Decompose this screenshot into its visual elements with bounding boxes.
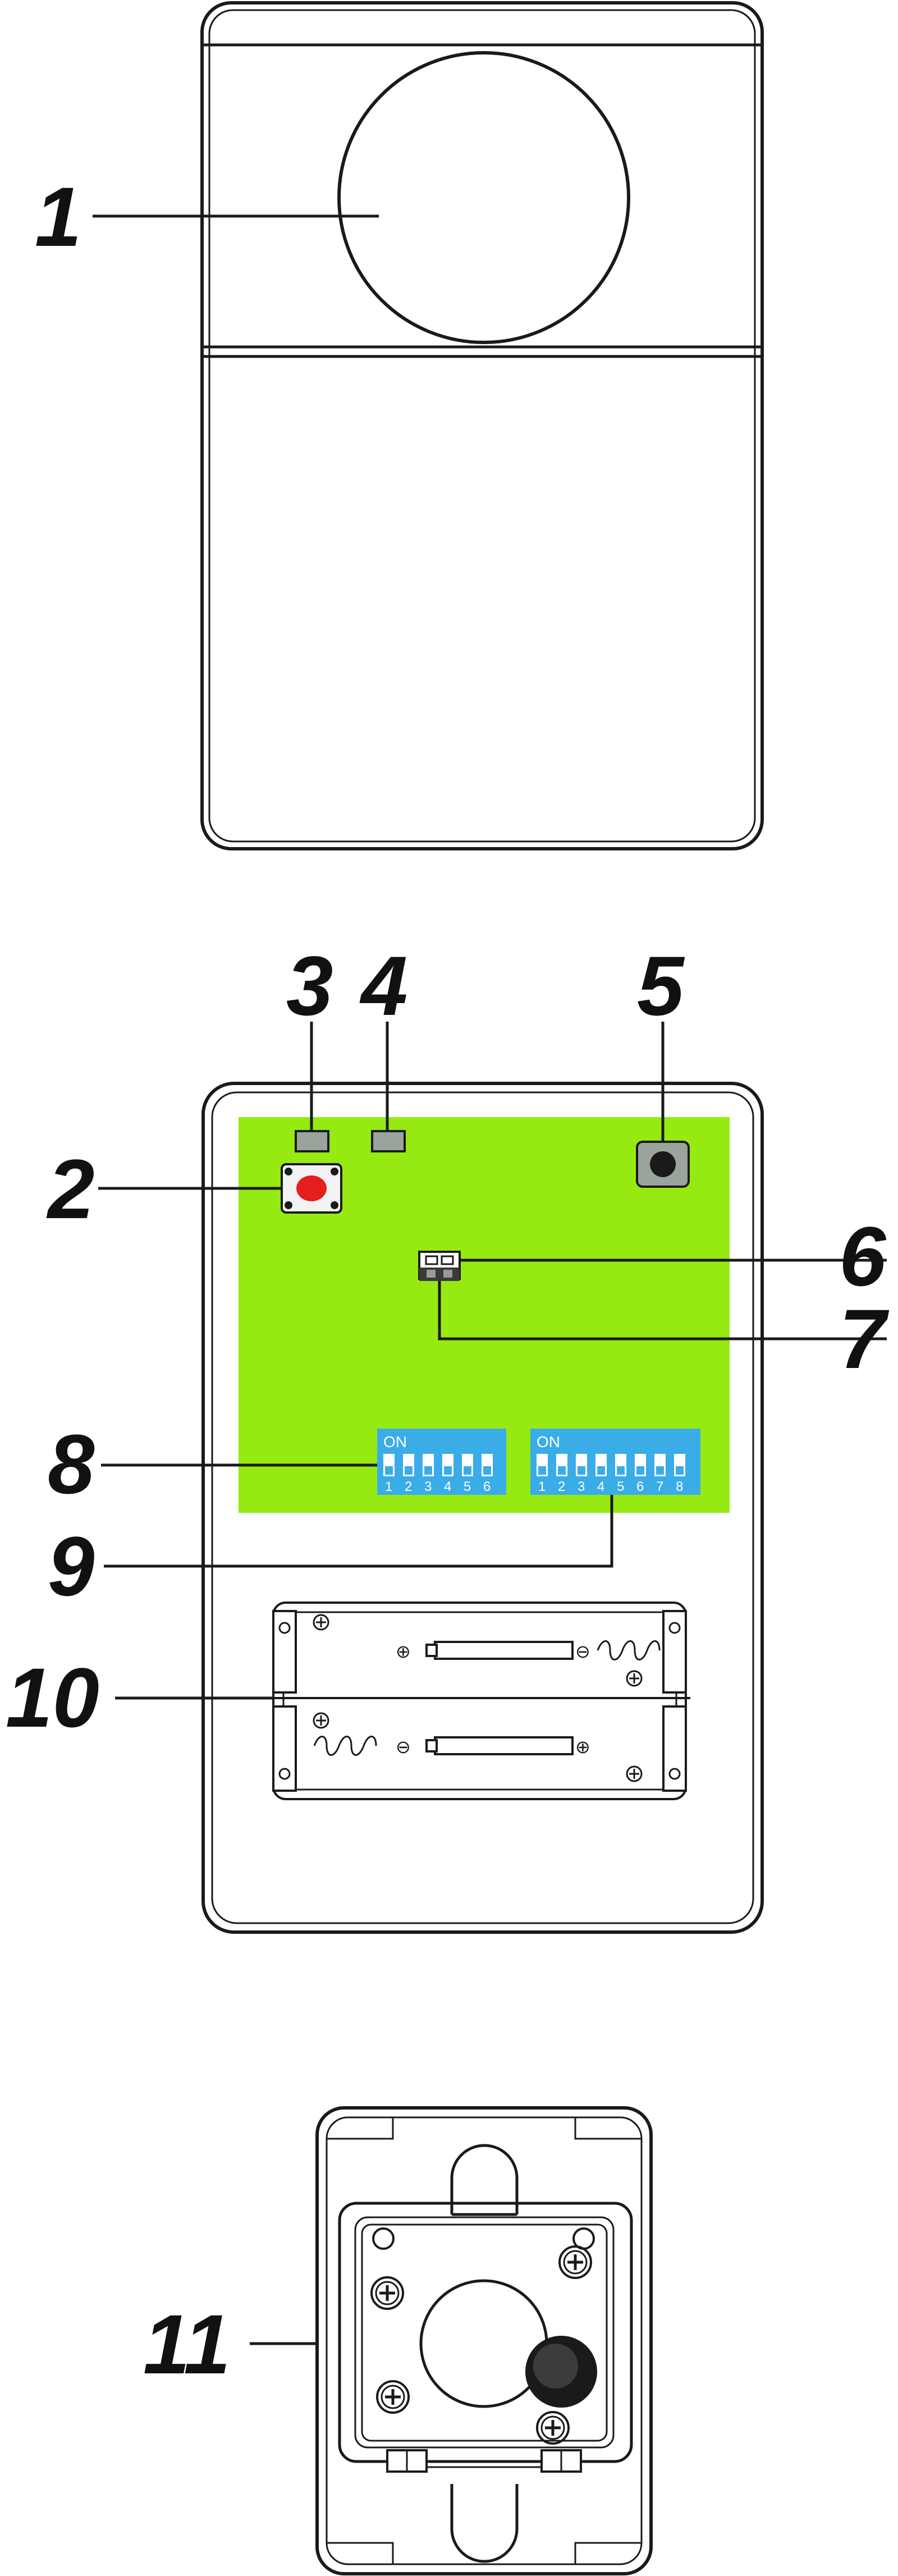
callout-9-leader [104, 1495, 613, 1568]
spring-bottom-left [313, 1736, 377, 1756]
callout-7: 7 [839, 1292, 890, 1386]
callout-2: 2 [46, 1142, 94, 1236]
bracket-inner [326, 2116, 643, 2565]
battery-holder [269, 1602, 690, 1800]
test-button [281, 1163, 342, 1214]
dip-knob-3 [578, 1466, 585, 1475]
dip-knob-8 [676, 1466, 684, 1475]
dip-knob-2 [558, 1466, 566, 1475]
dip-knob-6 [636, 1466, 644, 1475]
dip-knob-4 [597, 1466, 605, 1475]
dip-knob-6 [483, 1466, 491, 1475]
callout-7-leader [438, 1281, 887, 1340]
dip-knob-5 [617, 1466, 625, 1475]
dip-number-7: 7 [656, 1479, 663, 1494]
dip-number-1: 1 [538, 1479, 546, 1494]
dip-knob-5 [464, 1466, 471, 1475]
spring-top-right [597, 1640, 661, 1660]
callout-8: 8 [48, 1417, 95, 1511]
callout-6: 6 [839, 1209, 887, 1303]
callout-9: 9 [48, 1519, 94, 1613]
dip-number-1: 1 [385, 1479, 392, 1494]
jumper-6-7 [418, 1251, 461, 1281]
mounting-bracket [315, 2106, 653, 2575]
dip-number-4: 4 [597, 1479, 604, 1494]
dip-number-2: 2 [558, 1479, 565, 1494]
dip-number-6: 6 [636, 1479, 644, 1494]
bracket-outer [315, 2106, 653, 2575]
dip-6-on-label: ON [383, 1433, 407, 1451]
back-view-leaders [98, 1022, 887, 1700]
dip-number-3: 3 [424, 1479, 432, 1494]
callout-4: 4 [359, 939, 407, 1033]
bracket-knob [525, 2336, 597, 2408]
battery-slot-bottom [434, 1736, 574, 1755]
bracket-screw-top-left [370, 2276, 404, 2310]
back-housing-outer [201, 1082, 764, 1934]
bracket-screw-bottom-left [376, 2380, 410, 2414]
dip-8-on-label: ON [537, 1433, 560, 1451]
dip-knob-1 [538, 1466, 546, 1475]
dip-knob-1 [385, 1466, 393, 1475]
red-button-cap [296, 1175, 327, 1201]
dip-number-6: 6 [483, 1479, 491, 1494]
callout-1: 1 [35, 170, 81, 264]
led-4 [371, 1130, 406, 1152]
dip-number-5: 5 [617, 1479, 624, 1494]
dip-knob-3 [424, 1466, 432, 1475]
dip-number-8: 8 [676, 1479, 683, 1494]
callout-10: 10 [6, 1650, 99, 1745]
front-housing-outer [200, 1, 764, 850]
bracket-bottom-slot [450, 2484, 519, 2563]
bracket-screw-bottom-right [536, 2411, 570, 2445]
back-housing-inner [211, 1091, 754, 1924]
dip-number-2: 2 [405, 1479, 412, 1494]
dip-knob-7 [656, 1466, 664, 1475]
dip-6-switches [383, 1454, 493, 1476]
dip-knob-2 [405, 1466, 413, 1475]
bracket-top-slot [450, 2144, 519, 2214]
dip-number-4: 4 [444, 1479, 451, 1494]
battery-plus-bottom: ⊕ [575, 1736, 590, 1758]
bracket-plate-inner [354, 2216, 615, 2449]
battery-minus-top: ⊖ [575, 1641, 590, 1662]
front-view [200, 1, 764, 850]
battery-plus-top: ⊕ [396, 1641, 411, 1662]
component-5 [636, 1141, 690, 1188]
bracket-screw-top-right [558, 2245, 592, 2279]
dip-8-switches [537, 1454, 685, 1476]
bracket-center-hole [419, 2279, 548, 2408]
callout-3: 3 [286, 939, 333, 1033]
dip-number-5: 5 [464, 1479, 471, 1494]
callout-5: 5 [637, 939, 685, 1033]
led-3 [295, 1130, 329, 1152]
battery-slot-top [434, 1641, 574, 1660]
battery-minus-bottom: ⊖ [396, 1736, 411, 1758]
dip-knob-4 [444, 1466, 452, 1475]
dip-number-3: 3 [578, 1479, 585, 1494]
pir-lens [337, 51, 630, 344]
front-housing-inner [208, 9, 756, 843]
bracket-plate-outer [338, 2202, 633, 2463]
callout-11: 11 [143, 2297, 231, 2391]
